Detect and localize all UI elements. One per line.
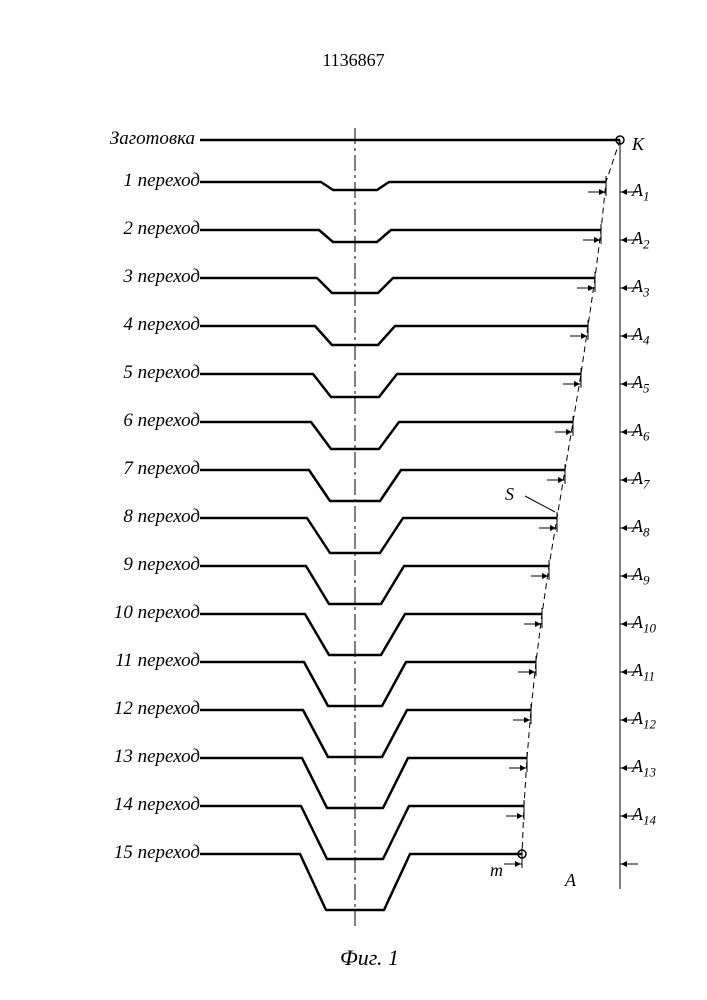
row-label-13: 13 переход <box>70 746 200 768</box>
point-s-label: S <box>505 484 514 505</box>
dim-label-13: A13 <box>632 756 656 781</box>
dim-label-11: A11 <box>632 660 655 685</box>
row-label-15: 15 переход <box>70 842 200 864</box>
row-label-5: 5 переход <box>70 362 200 384</box>
row-label-4: 4 переход <box>70 314 200 336</box>
row-label-10: 10 переход <box>70 602 200 624</box>
row-label-9: 9 переход <box>70 554 200 576</box>
dim-label-12: A12 <box>632 708 656 733</box>
blank-label: Заготовка <box>65 128 195 150</box>
point-m-label: m <box>490 860 503 881</box>
dim-label-10: A10 <box>632 612 656 637</box>
dim-label-6: A6 <box>632 420 650 445</box>
row-label-11: 11 переход <box>70 650 200 672</box>
row-label-2: 2 переход <box>70 218 200 240</box>
dim-label-5: A5 <box>632 372 650 397</box>
row-label-6: 6 переход <box>70 410 200 432</box>
dim-label-14: A14 <box>632 804 656 829</box>
dim-label-2: A2 <box>632 228 650 253</box>
point-k-label: К <box>632 134 644 155</box>
figure-caption: Фиг. 1 <box>340 945 399 971</box>
dim-label-4: A4 <box>632 324 650 349</box>
dim-label-7: A7 <box>632 468 650 493</box>
dim-label-8: A8 <box>632 516 650 541</box>
row-label-7: 7 переход <box>70 458 200 480</box>
dim-label-15: A <box>565 870 576 891</box>
dim-label-1: A1 <box>632 180 650 205</box>
dim-label-3: A3 <box>632 276 650 301</box>
row-label-3: 3 переход <box>70 266 200 288</box>
diagram-container: 1136867 ЗаготовкаК1 переходA12 переходA2… <box>0 0 707 1000</box>
row-label-1: 1 переход <box>70 170 200 192</box>
row-label-8: 8 переход <box>70 506 200 528</box>
row-label-14: 14 переход <box>70 794 200 816</box>
dim-label-9: A9 <box>632 564 650 589</box>
row-label-12: 12 переход <box>70 698 200 720</box>
